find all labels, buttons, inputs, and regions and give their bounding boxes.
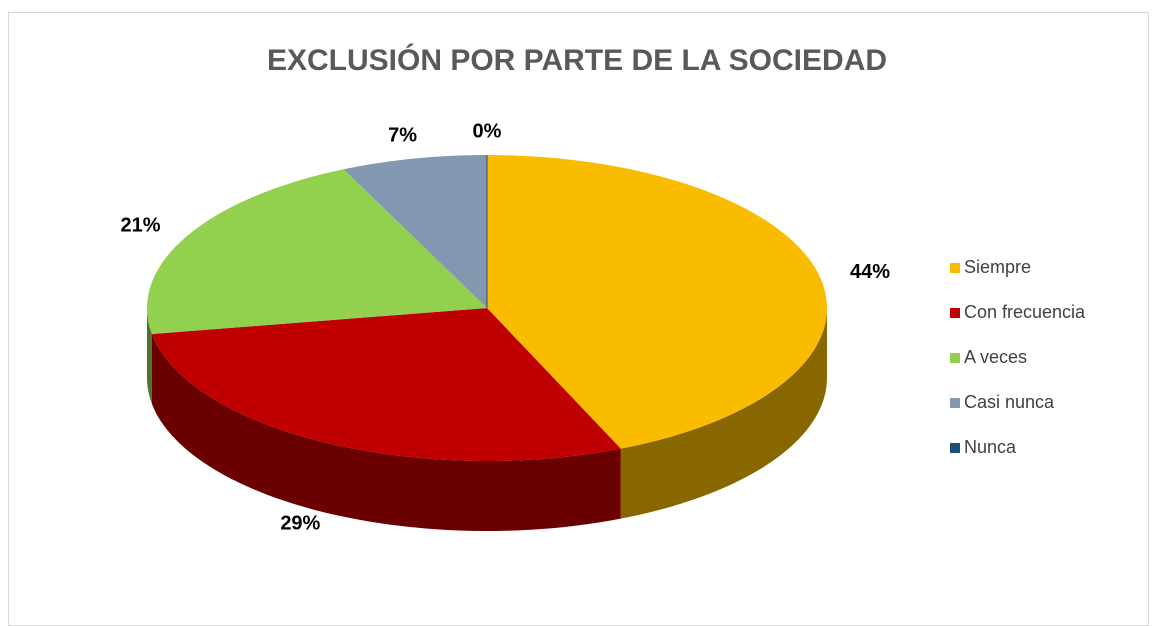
legend-label: A veces bbox=[964, 347, 1027, 367]
data-label: 0% bbox=[473, 120, 502, 142]
legend-marker bbox=[950, 308, 960, 318]
legend-marker bbox=[950, 398, 960, 408]
legend-marker bbox=[950, 353, 960, 363]
slice bbox=[151, 308, 621, 461]
legend-marker bbox=[950, 443, 960, 453]
legend-label: Casi nunca bbox=[964, 392, 1055, 412]
legend-label: Nunca bbox=[964, 437, 1017, 457]
slice bbox=[487, 155, 827, 449]
legend-label: Con frecuencia bbox=[964, 302, 1086, 322]
slice-side bbox=[620, 308, 827, 519]
slice-side bbox=[147, 308, 152, 405]
legend-marker bbox=[950, 263, 960, 273]
legend-label: Siempre bbox=[964, 257, 1031, 277]
data-label: 29% bbox=[280, 512, 320, 534]
data-label: 21% bbox=[121, 215, 161, 237]
slice bbox=[147, 169, 487, 335]
data-label: 44% bbox=[850, 261, 890, 283]
data-label: 7% bbox=[388, 124, 417, 146]
chart-title: EXCLUSIÓN POR PARTE DE LA SOCIEDAD bbox=[267, 43, 887, 77]
slice-side bbox=[151, 334, 621, 531]
slice bbox=[343, 155, 487, 308]
